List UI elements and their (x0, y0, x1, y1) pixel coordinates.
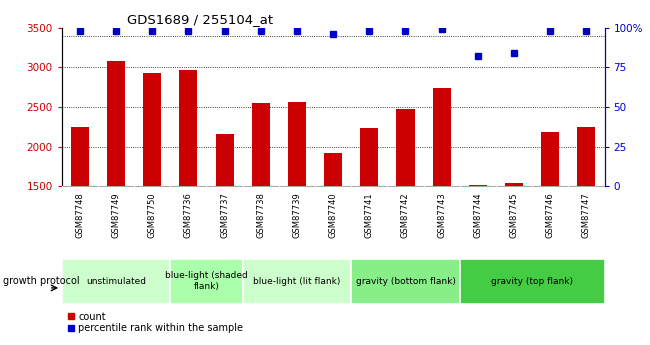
Bar (107, 61, 125, 186)
Bar (288, 102, 306, 186)
Text: GSM87741: GSM87741 (365, 192, 374, 238)
Text: blue-light (lit flank): blue-light (lit flank) (254, 277, 341, 286)
Text: GSM87746: GSM87746 (546, 192, 554, 238)
Text: GSM87750: GSM87750 (148, 192, 157, 238)
Bar (71, 127, 89, 186)
Bar (324, 153, 342, 186)
Bar (541, 131, 559, 186)
Text: GSM87739: GSM87739 (292, 192, 302, 238)
Text: GSM87740: GSM87740 (329, 192, 337, 238)
Text: GSM87743: GSM87743 (437, 192, 446, 238)
Text: gravity (top flank): gravity (top flank) (491, 277, 573, 286)
Text: GSM87748: GSM87748 (75, 192, 84, 238)
Bar (216, 134, 233, 186)
Bar (170, 259, 242, 304)
Bar (577, 127, 595, 186)
Bar (505, 183, 523, 186)
Text: GDS1689 / 255104_at: GDS1689 / 255104_at (127, 13, 273, 27)
Bar (242, 259, 351, 304)
Text: GSM87744: GSM87744 (473, 192, 482, 238)
Text: GSM87745: GSM87745 (510, 192, 519, 238)
Bar (460, 259, 604, 304)
Bar (62, 259, 170, 304)
Bar (252, 103, 270, 186)
Text: GSM87747: GSM87747 (582, 192, 591, 238)
Bar (143, 73, 161, 186)
Text: GSM87736: GSM87736 (184, 192, 193, 238)
Bar (360, 128, 378, 186)
Text: GSM87749: GSM87749 (112, 192, 120, 238)
Bar (396, 109, 415, 186)
Text: GSM87738: GSM87738 (256, 192, 265, 238)
Text: GSM87737: GSM87737 (220, 192, 229, 238)
Text: gravity (bottom flank): gravity (bottom flank) (356, 277, 456, 286)
Bar (433, 88, 450, 186)
Text: growth protocol: growth protocol (3, 276, 80, 286)
Bar (179, 70, 198, 186)
Bar (469, 185, 487, 186)
Text: GSM87742: GSM87742 (401, 192, 410, 238)
Bar (351, 259, 460, 304)
Legend: count, percentile rank within the sample: count, percentile rank within the sample (66, 312, 243, 333)
Text: blue-light (shaded
flank): blue-light (shaded flank) (165, 272, 248, 291)
Text: unstimulated: unstimulated (86, 277, 146, 286)
